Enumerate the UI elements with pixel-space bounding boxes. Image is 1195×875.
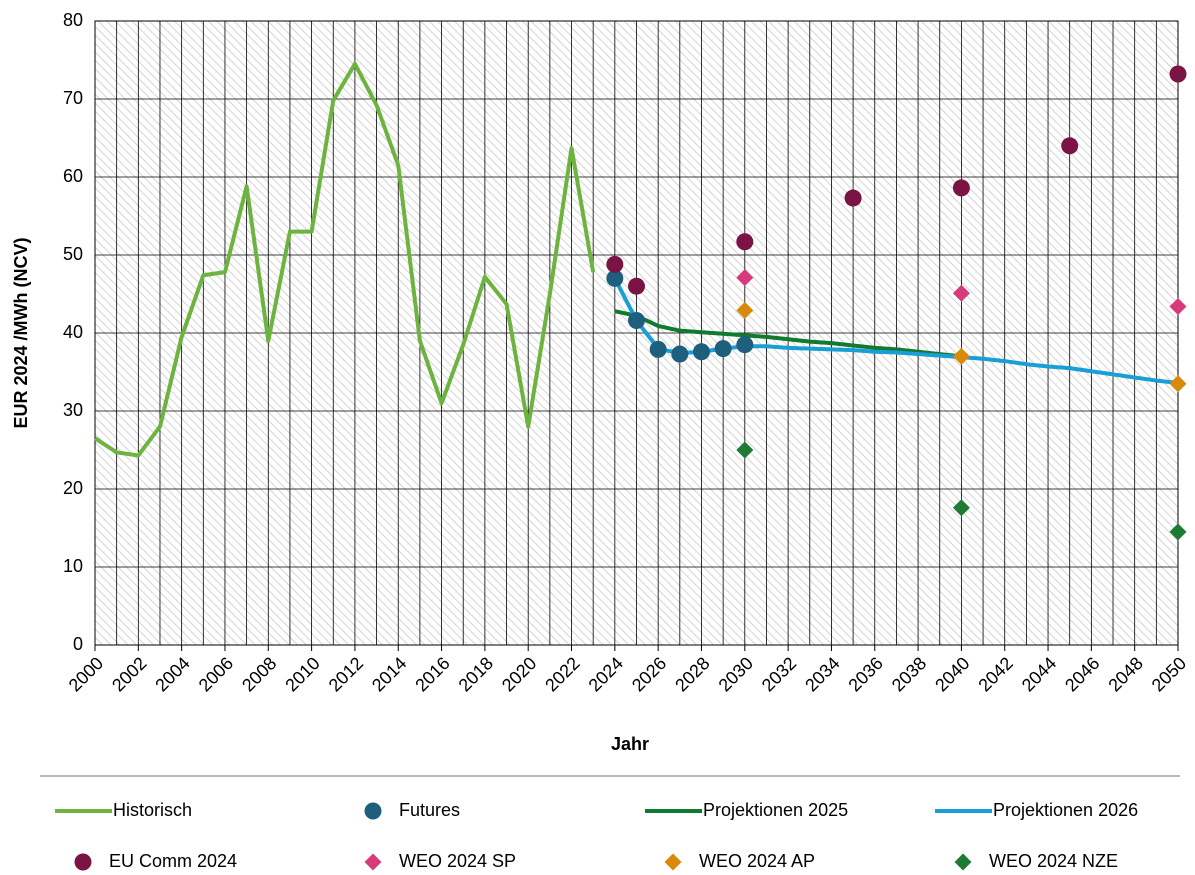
x-axis-title: Jahr: [611, 734, 649, 754]
x-tick-label: 2008: [238, 653, 280, 695]
x-tick-label: 2044: [1018, 653, 1060, 695]
x-tick-label: 2030: [715, 653, 757, 695]
data-point: [606, 269, 624, 287]
y-tick-label: 60: [63, 166, 83, 186]
x-tick-label: 2010: [281, 653, 323, 695]
x-tick-label: 2012: [325, 653, 367, 695]
x-tick-label: 2046: [1061, 653, 1103, 695]
x-tick-label: 2024: [585, 653, 627, 695]
data-point: [1169, 297, 1187, 315]
legend-label: WEO 2024 NZE: [989, 851, 1118, 871]
y-tick-label: 30: [63, 400, 83, 420]
legend-label: WEO 2024 SP: [399, 851, 516, 871]
x-tick-label: 2018: [455, 653, 497, 695]
x-tick-label: 2022: [541, 653, 583, 695]
data-point: [1169, 375, 1187, 393]
x-tick-label: 2020: [498, 653, 540, 695]
data-point: [606, 255, 624, 273]
x-tick-label: 2050: [1148, 653, 1190, 695]
x-tick-label: 2032: [758, 653, 800, 695]
data-point: [628, 277, 645, 295]
legend-label: Futures: [399, 800, 460, 820]
x-tick-label: 2042: [974, 653, 1016, 695]
y-tick-label: 0: [73, 634, 83, 654]
y-tick-label: 50: [63, 244, 83, 264]
x-tick-label: 2002: [108, 653, 150, 695]
data-point: [952, 179, 970, 197]
legend-swatch: [364, 802, 382, 820]
x-tick-label: 2048: [1104, 653, 1146, 695]
data-point: [952, 347, 970, 365]
x-tick-label: 2038: [888, 653, 930, 695]
data-point: [736, 233, 754, 251]
data-point: [692, 343, 710, 361]
series-line: [93, 61, 596, 458]
x-tick-label: 2006: [195, 653, 237, 695]
legend-swatch: [954, 853, 972, 871]
data-point: [844, 189, 862, 207]
legend-label: Projektionen 2026: [993, 800, 1138, 820]
x-tick-label: 2000: [65, 653, 107, 695]
legend-swatch: [74, 853, 92, 871]
series-line: [614, 309, 962, 359]
data-point: [736, 336, 754, 354]
x-tick-label: 2036: [844, 653, 886, 695]
data-point: [1169, 523, 1187, 541]
legend-swatch: [364, 853, 382, 871]
data-point: [736, 441, 754, 459]
x-tick-label: 2028: [671, 653, 713, 695]
data-point: [671, 345, 689, 363]
legend-swatch: [664, 853, 682, 871]
data-point: [736, 301, 754, 319]
y-tick-label: 10: [63, 556, 83, 576]
y-axis-title: EUR 2024 /MWh (NCV): [11, 237, 31, 428]
data-point: [952, 499, 970, 517]
x-tick-label: 2014: [368, 653, 410, 695]
legend-label: Projektionen 2025: [703, 800, 848, 820]
y-tick-label: 20: [63, 478, 83, 498]
data-point: [1061, 137, 1079, 155]
data-point: [628, 312, 645, 330]
y-tick-label: 40: [63, 322, 83, 342]
y-tick-label: 70: [63, 88, 83, 108]
legend-label: Historisch: [113, 800, 192, 820]
x-tick-label: 2004: [151, 653, 193, 695]
x-tick-label: 2016: [411, 653, 453, 695]
plot-border: [94, 20, 1179, 646]
data-point: [649, 340, 667, 358]
data-point: [714, 340, 732, 358]
data-point: [952, 284, 970, 302]
x-tick-label: 2034: [801, 653, 843, 695]
x-tick-label: 2026: [628, 653, 670, 695]
legend-label: WEO 2024 AP: [699, 851, 815, 871]
x-tick-label: 2040: [931, 653, 973, 695]
y-tick-label: 80: [63, 10, 83, 30]
data-point: [736, 269, 754, 287]
data-point: [1169, 65, 1187, 83]
legend-label: EU Comm 2024: [109, 851, 237, 871]
